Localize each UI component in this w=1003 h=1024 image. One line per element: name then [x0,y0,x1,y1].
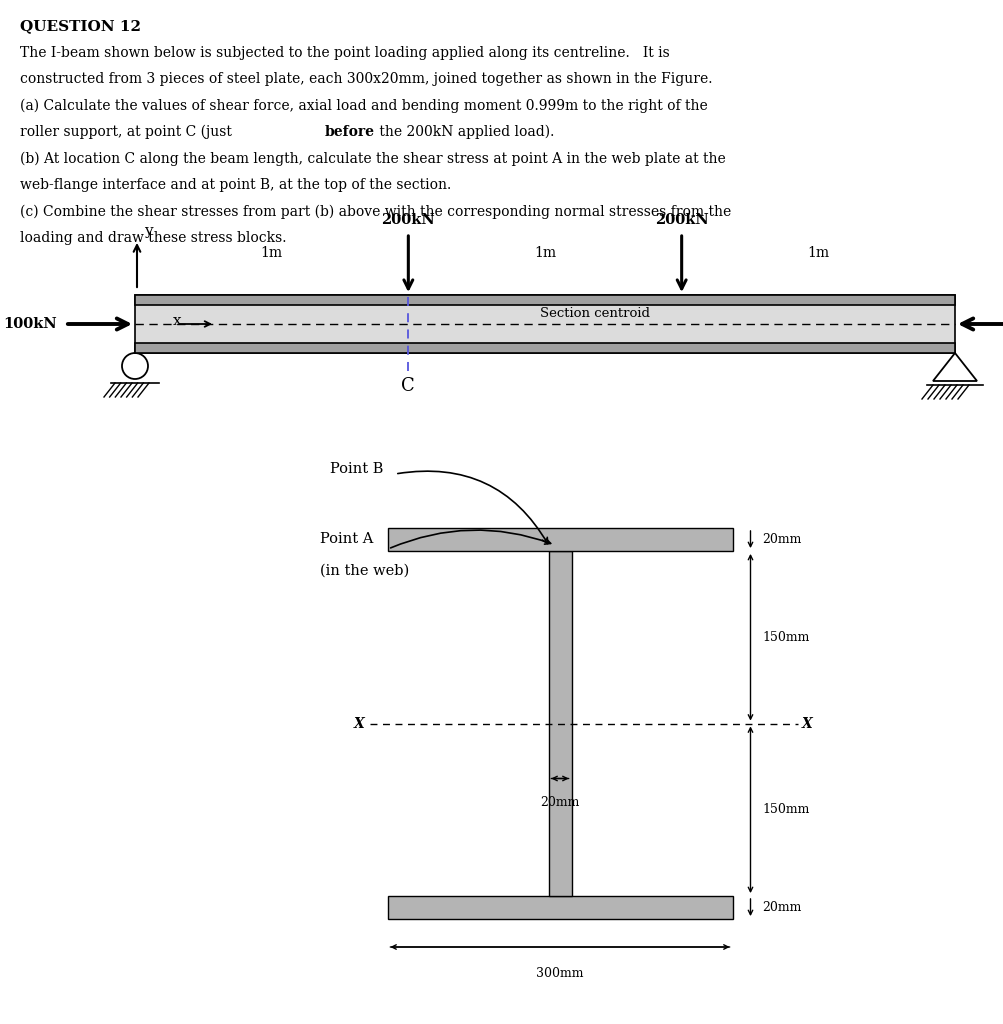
Text: y: y [143,224,152,238]
Text: QUESTION 12: QUESTION 12 [20,19,140,33]
Text: Point B: Point B [330,462,383,476]
Text: 200kN: 200kN [654,213,708,227]
Text: Section centroid: Section centroid [540,307,649,319]
Bar [134,343,954,353]
Text: (in the web): (in the web) [320,564,409,578]
Text: 300mm: 300mm [536,967,583,980]
Text: (a) Calculate the values of shear force, axial load and bending moment 0.999m to: (a) Calculate the values of shear force,… [20,98,707,113]
Text: The I-beam shown below is subjected to the point loading applied along its centr: The I-beam shown below is subjected to t… [20,45,669,59]
Text: 150mm: 150mm [761,803,809,816]
Text: X: X [353,717,364,730]
Bar [387,896,732,919]
Text: (b) At location C along the beam length, calculate the shear stress at point A i: (b) At location C along the beam length,… [20,152,725,166]
Text: 20mm: 20mm [540,797,579,810]
Text: web-flange interface and at point B, at the top of the section.: web-flange interface and at point B, at … [20,178,450,193]
Text: 1m: 1m [806,246,828,260]
Text: 150mm: 150mm [761,631,809,644]
Text: 20mm: 20mm [761,534,801,546]
Text: 1m: 1m [534,246,556,260]
Bar [387,528,732,551]
Text: before: before [325,125,375,139]
Text: C: C [401,377,415,395]
Text: (c) Combine the shear stresses from part (b) above with the corresponding normal: (c) Combine the shear stresses from part… [20,205,730,219]
Text: loading and draw these stress blocks.: loading and draw these stress blocks. [20,231,286,245]
Text: 200kN: 200kN [381,213,434,227]
Text: constructed from 3 pieces of steel plate, each 300x20mm, joined together as show: constructed from 3 pieces of steel plate… [20,72,712,86]
Text: x: x [173,314,182,328]
Bar [548,551,571,896]
Text: 100kN: 100kN [3,317,57,331]
Text: 20mm: 20mm [761,901,801,914]
Text: the 200kN applied load).: the 200kN applied load). [375,125,554,139]
Text: Point A: Point A [320,532,373,546]
Text: X: X [800,717,811,730]
Bar [134,295,954,353]
Text: 1m: 1m [261,246,283,260]
Bar [134,295,954,305]
Text: roller support, at point C (just: roller support, at point C (just [20,125,236,139]
